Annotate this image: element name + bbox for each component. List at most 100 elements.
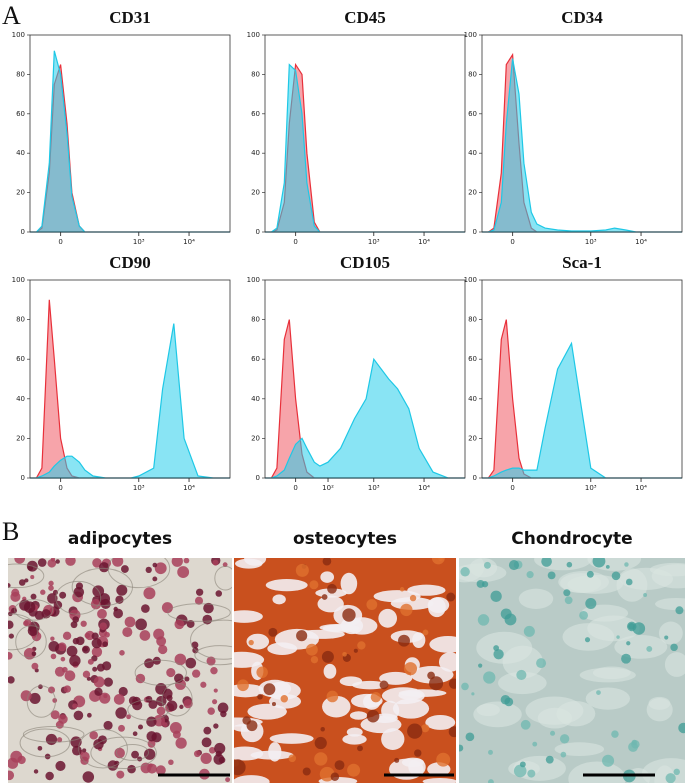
mineral <box>322 558 332 566</box>
lipid-droplet <box>213 688 218 693</box>
clear-area <box>235 558 263 569</box>
stain <box>526 571 534 579</box>
mineral <box>248 639 254 646</box>
clear-area <box>339 676 363 687</box>
plot-frame <box>481 34 683 233</box>
lipid-droplet <box>144 658 154 669</box>
cell-outline <box>214 565 232 591</box>
x-tick-label: 10⁴ <box>418 238 430 246</box>
lipid-droplet <box>139 630 151 641</box>
lipid-droplet <box>69 655 81 667</box>
lipid-droplet <box>73 710 84 721</box>
x-tick-label: 10⁴ <box>418 484 430 492</box>
lipid-droplet <box>171 558 183 567</box>
cell-outline <box>167 603 231 622</box>
stain <box>670 643 678 652</box>
stain <box>478 663 483 668</box>
y-tick-label: 40 <box>468 149 477 157</box>
mineral <box>427 671 435 680</box>
lipid-droplet <box>104 631 110 638</box>
matrix <box>592 666 631 680</box>
lipid-droplet <box>29 692 41 704</box>
stain <box>471 692 475 696</box>
mineral <box>353 648 358 653</box>
lipid-droplet <box>215 590 223 597</box>
mineral <box>257 693 263 700</box>
mineral <box>342 651 347 657</box>
y-tick-label: 100 <box>247 31 260 39</box>
mineral <box>321 650 334 663</box>
clear-area <box>425 714 456 730</box>
lipid-droplet <box>114 760 120 766</box>
lipid-droplet <box>132 731 138 737</box>
matrix <box>498 671 547 695</box>
mineral <box>320 727 325 732</box>
stain <box>490 590 502 602</box>
y-tick-label: 40 <box>251 395 260 403</box>
stain <box>626 621 637 632</box>
lipid-droplet <box>20 690 32 702</box>
clear-area <box>340 572 358 595</box>
mineral <box>280 694 289 703</box>
lipid-droplet <box>31 651 37 657</box>
y-tick-label: 60 <box>16 110 25 118</box>
y-tick-label: 100 <box>247 276 260 284</box>
lipid-droplet <box>50 710 60 720</box>
clear-area <box>265 579 308 592</box>
mineral <box>370 692 382 703</box>
lipid-droplet <box>191 669 201 678</box>
x-tick-label: 10⁴ <box>635 238 647 246</box>
x-tick-label: 0 <box>293 484 297 492</box>
mineral <box>263 683 276 696</box>
histogram-area <box>265 63 465 233</box>
lipid-droplet <box>94 687 103 696</box>
lipid-droplet <box>73 586 85 598</box>
lipid-droplet <box>97 608 107 619</box>
mineral <box>398 634 410 647</box>
mineral <box>403 662 418 676</box>
lipid-droplet <box>45 733 58 746</box>
clear-area <box>274 628 319 650</box>
plot-frame <box>264 279 466 479</box>
mineral <box>422 629 429 636</box>
mineral <box>234 759 246 776</box>
lipid-droplet <box>99 622 107 630</box>
mineral <box>446 592 456 602</box>
mineral <box>321 594 328 600</box>
matrix <box>616 568 648 602</box>
cell-outline <box>19 728 71 758</box>
y-tick-label: 60 <box>16 355 25 363</box>
lipid-droplet <box>18 579 26 586</box>
lipid-droplet <box>84 632 91 639</box>
lipid-droplet <box>166 700 178 712</box>
clear-area <box>268 742 282 762</box>
lipid-droplet <box>126 714 131 720</box>
stain <box>465 732 475 742</box>
lipid-droplet <box>217 702 229 714</box>
clear-area <box>429 636 456 653</box>
lipid-droplet <box>119 650 125 656</box>
lipid-droplet <box>27 625 39 637</box>
lipid-droplet <box>185 657 197 669</box>
plot-frame <box>29 279 231 479</box>
mineral <box>399 587 405 592</box>
lipid-droplet <box>103 677 113 687</box>
lipid-droplet <box>48 580 54 586</box>
mineral <box>448 726 456 738</box>
matrix <box>469 558 498 578</box>
x-tick-label: 10³ <box>585 484 597 492</box>
stain <box>678 722 685 734</box>
x-tick-label: 10³ <box>133 238 145 246</box>
lipid-droplet <box>92 558 102 568</box>
cell-outline <box>78 728 128 769</box>
cell-outline <box>134 659 187 686</box>
x-tick-label: 10³ <box>585 238 597 246</box>
stain <box>646 645 653 652</box>
lipid-droplet <box>158 644 168 655</box>
mineral <box>366 709 380 723</box>
stain <box>532 741 538 747</box>
x-tick-label: 10³ <box>133 484 145 492</box>
clear-area <box>240 720 264 743</box>
matrix <box>648 696 671 710</box>
lipid-droplet <box>99 562 110 573</box>
